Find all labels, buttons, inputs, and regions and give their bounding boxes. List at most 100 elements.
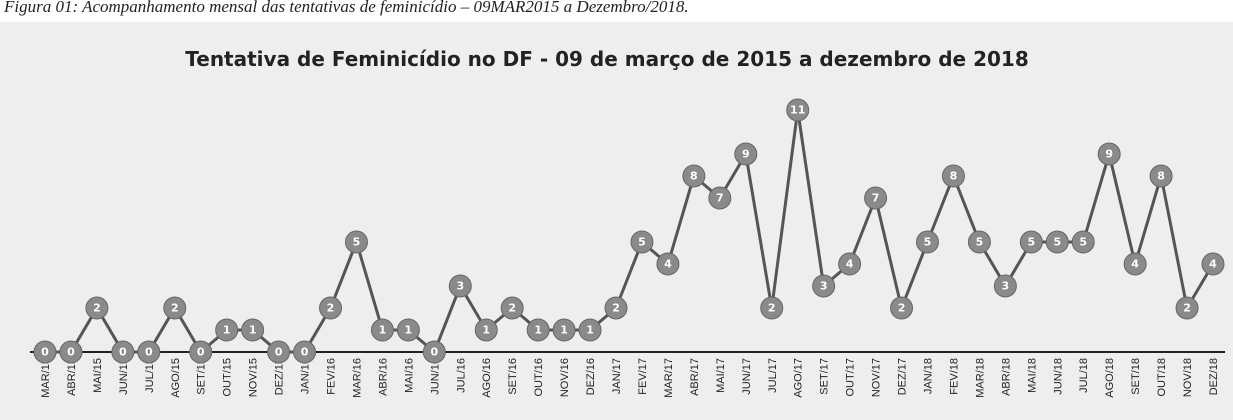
x-tick-label: AGO/16 — [481, 358, 493, 398]
data-point — [708, 186, 732, 210]
data-label: 0 — [197, 346, 205, 359]
x-tick-label: JUL/15 — [144, 358, 156, 393]
data-point — [85, 296, 109, 320]
data-label: 3 — [1002, 280, 1010, 293]
data-point — [526, 318, 550, 342]
data-label: 2 — [93, 302, 101, 315]
data-point — [448, 274, 472, 298]
x-tick-label: FEV/17 — [637, 358, 649, 395]
x-tick-label: SET/17 — [819, 358, 831, 395]
x-tick-label: JAN/17 — [611, 358, 623, 394]
x-tick-label: OUT/17 — [845, 358, 857, 397]
data-point — [578, 318, 602, 342]
data-label: 1 — [534, 324, 542, 337]
data-label: 4 — [1131, 258, 1139, 271]
data-label: 7 — [872, 192, 880, 205]
data-point — [1123, 252, 1147, 276]
x-tick-label: JUL/16 — [455, 358, 467, 393]
data-point — [915, 230, 939, 254]
data-label: 2 — [612, 302, 620, 315]
data-label: 1 — [223, 324, 231, 337]
x-tick-label: FEV/16 — [326, 358, 338, 395]
x-tick-label: NOV/16 — [559, 358, 571, 397]
x-tick-label: ABR/18 — [1000, 358, 1012, 396]
data-label: 4 — [664, 258, 672, 271]
data-point — [656, 252, 680, 276]
data-label: 0 — [67, 346, 75, 359]
x-tick-label: OUT/16 — [533, 358, 545, 397]
x-tick-label: JAN/16 — [300, 358, 312, 394]
data-label: 9 — [1105, 148, 1113, 161]
data-point — [1045, 230, 1069, 254]
data-label: 1 — [405, 324, 413, 337]
data-point — [344, 230, 368, 254]
data-point — [267, 340, 291, 364]
data-label: 7 — [716, 192, 724, 205]
data-point — [838, 252, 862, 276]
x-tick-label: ABR/15 — [66, 358, 78, 396]
data-point — [552, 318, 576, 342]
x-tick-label: AGO/18 — [1104, 358, 1116, 398]
data-point — [189, 340, 213, 364]
series-line — [45, 109, 1215, 355]
data-point — [33, 340, 57, 364]
data-point — [163, 296, 187, 320]
x-tick-label: JUL/18 — [1078, 358, 1090, 393]
x-tick-label: OUT/15 — [222, 358, 234, 397]
data-point — [215, 318, 239, 342]
data-point — [319, 296, 343, 320]
x-tick-label: OUT/18 — [1156, 358, 1168, 397]
data-label: 1 — [249, 324, 257, 337]
x-tick-label: JUN/15 — [118, 358, 130, 395]
figure-caption: Figura 01: Acompanhamento mensal das ten… — [3, 0, 689, 16]
data-point — [293, 340, 317, 364]
data-point — [760, 296, 784, 320]
data-point — [993, 274, 1017, 298]
data-point — [241, 318, 265, 342]
data-label: 5 — [976, 236, 984, 249]
data-point — [890, 296, 914, 320]
data-label: 2 — [508, 302, 516, 315]
data-label: 1 — [560, 324, 568, 337]
x-tick-label: MAI/18 — [1026, 358, 1038, 393]
x-tick-label: AGO/17 — [793, 358, 805, 398]
data-point — [500, 296, 524, 320]
data-label: 5 — [1027, 236, 1035, 249]
data-label: 2 — [171, 302, 179, 315]
data-point — [630, 230, 654, 254]
data-label: 8 — [1157, 170, 1165, 183]
data-point — [59, 340, 83, 364]
data-label: 3 — [820, 280, 828, 293]
data-point — [1175, 296, 1199, 320]
data-label: 1 — [586, 324, 594, 337]
data-label: 0 — [301, 346, 309, 359]
x-tick-label: MAR/16 — [351, 358, 363, 398]
data-label: 0 — [119, 346, 127, 359]
x-tick-label: ABR/16 — [377, 358, 389, 396]
data-point — [941, 164, 965, 188]
data-point — [422, 340, 446, 364]
data-point — [682, 164, 706, 188]
x-tick-label: JAN/18 — [922, 358, 934, 394]
data-label: 11 — [790, 104, 805, 117]
x-tick-label: MAI/16 — [403, 358, 415, 393]
x-tick-label: SET/16 — [507, 358, 519, 395]
x-tick-label: DEZ/15 — [274, 358, 286, 395]
data-point — [1019, 230, 1043, 254]
data-label: 5 — [638, 236, 646, 249]
data-label: 4 — [1209, 258, 1217, 271]
x-tick-label: MAR/17 — [663, 358, 675, 398]
data-point — [604, 296, 628, 320]
x-tick-label: ABR/17 — [689, 358, 701, 396]
data-point — [474, 318, 498, 342]
data-label: 8 — [950, 170, 958, 183]
data-label: 0 — [275, 346, 283, 359]
data-point — [111, 340, 135, 364]
data-point — [812, 274, 836, 298]
data-label: 1 — [379, 324, 387, 337]
x-tick-label: JUL/17 — [767, 358, 779, 393]
data-label: 9 — [742, 148, 750, 161]
x-tick-label: DEZ/18 — [1208, 358, 1220, 395]
data-label: 5 — [1053, 236, 1061, 249]
